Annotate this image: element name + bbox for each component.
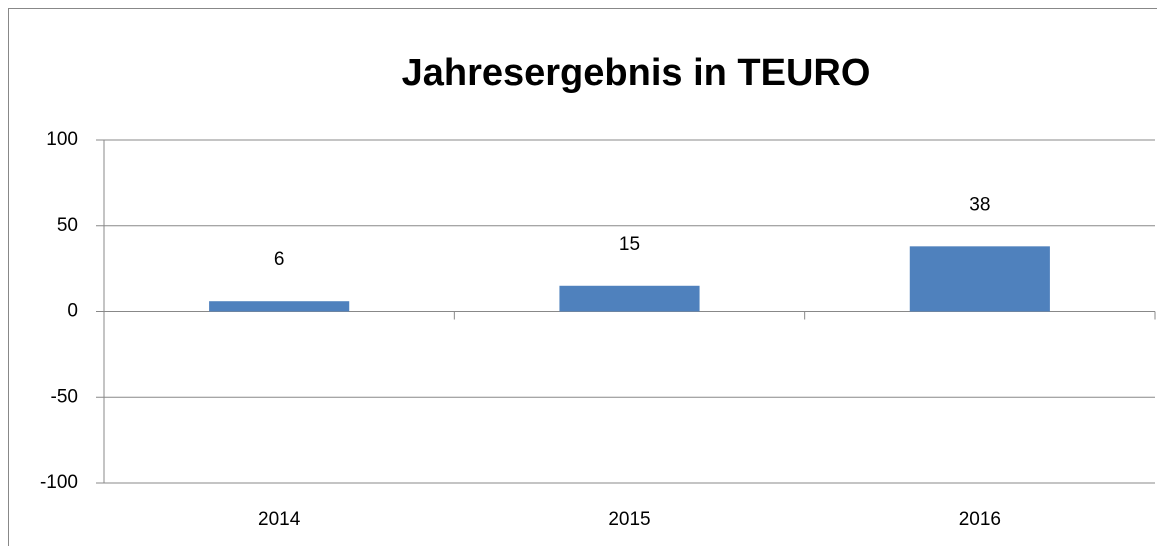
y-tick-label: -50 bbox=[51, 386, 78, 407]
chart-title: Jahresergebnis in TEURO bbox=[402, 52, 871, 94]
y-tick-label: 50 bbox=[57, 215, 78, 236]
y-tick-label: 100 bbox=[46, 129, 78, 150]
x-tick-label: 2016 bbox=[959, 509, 1001, 530]
x-tick-label: 2014 bbox=[258, 509, 301, 530]
data-label: 15 bbox=[619, 234, 640, 255]
data-label: 6 bbox=[274, 249, 285, 270]
bar bbox=[909, 246, 1050, 312]
data-label: 38 bbox=[969, 194, 990, 215]
y-tick-label: -100 bbox=[40, 472, 78, 493]
x-tick-label: 2015 bbox=[608, 509, 650, 530]
bar bbox=[209, 301, 350, 312]
bar bbox=[559, 285, 700, 312]
y-tick-label: 0 bbox=[67, 301, 78, 322]
chart-border bbox=[8, 8, 1157, 546]
